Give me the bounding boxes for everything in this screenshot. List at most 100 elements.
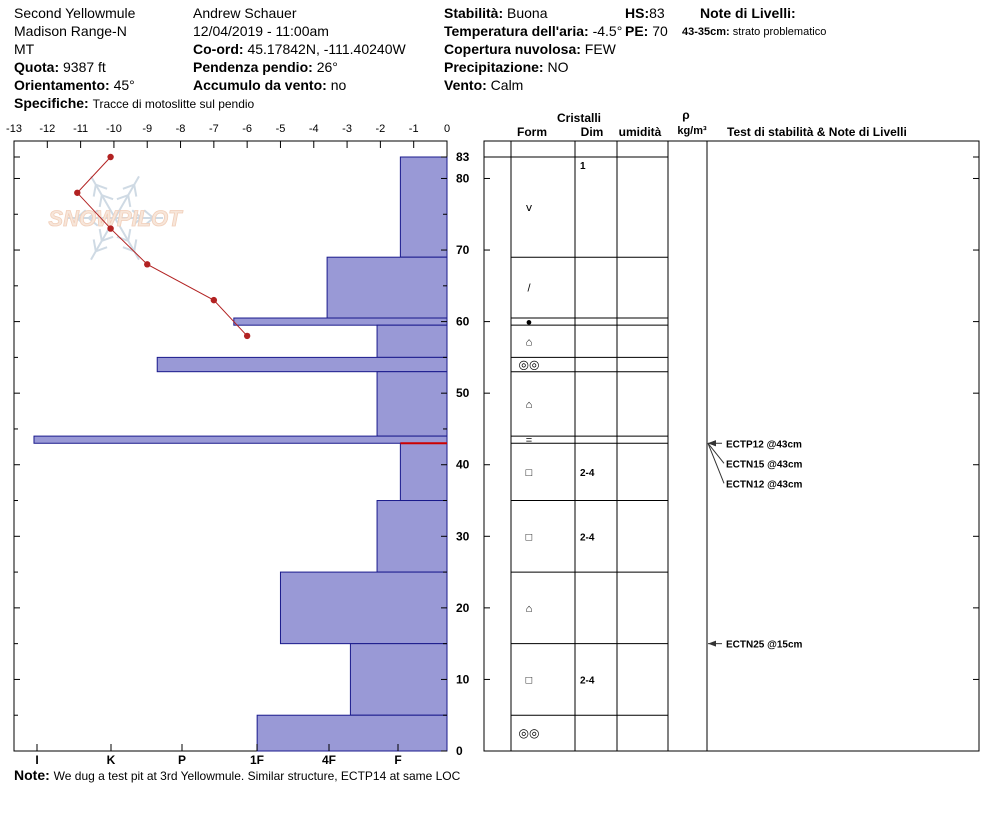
hardness-bar-6	[33, 435, 448, 444]
depth-tick-label: 70	[456, 243, 470, 257]
location-name: Second Yellowmule	[14, 5, 136, 21]
wind-load-label: Accumulo da vento:	[193, 77, 327, 93]
crystal-dim-7: 2-4	[580, 468, 595, 479]
temp-tick-label: -7	[209, 123, 219, 135]
coord-value: 45.17842N, -111.40240W	[247, 41, 406, 57]
temp-tick-label: -12	[39, 123, 55, 135]
layer-table-frame	[483, 140, 980, 752]
crystal-dim-0: 1	[580, 161, 586, 172]
crystal-form-4: ◎◎	[519, 358, 540, 372]
depth-tick-label: 83	[456, 150, 470, 164]
hs-value: 83	[649, 5, 665, 21]
coord-label: Co-ord:	[193, 41, 244, 57]
slope-label: Pendenza pendio:	[193, 59, 313, 75]
test-arrowhead-3	[708, 640, 716, 647]
temperature-point-5	[243, 332, 251, 340]
hardness-bar-9	[279, 571, 448, 645]
hardness-bar-3	[376, 324, 448, 358]
crystal-form-9: ⌂	[526, 603, 533, 615]
hardness-tick-label: P	[178, 753, 186, 767]
temperature-line	[76, 156, 248, 337]
wind-field: Vento: Calm	[444, 76, 523, 94]
test-arrow-1	[707, 442, 725, 464]
location-range: Madison Range-N	[14, 23, 127, 39]
crystal-dim-10: 2-4	[580, 675, 595, 686]
orientation-field: Orientamento: 45°	[14, 76, 135, 94]
temp-tick-label: -13	[6, 123, 22, 135]
precip-field: Precipitazione: NO	[444, 58, 568, 76]
temperature-point-0	[107, 153, 114, 161]
hardness-tick-label: I	[35, 753, 38, 767]
wind-load-field: Accumulo da vento: no	[193, 76, 346, 94]
stability-label: Stabilità:	[444, 5, 504, 21]
coord-field: Co-ord: 45.17842N, -111.40240W	[193, 40, 406, 58]
crystal-form-11: ◎◎	[519, 726, 540, 740]
pe-field: PE: 70	[625, 22, 668, 40]
temp-tick-label: 0	[444, 123, 450, 135]
hardness-tick-label: K	[107, 753, 116, 767]
precip-label: Precipitazione:	[444, 59, 544, 75]
hardness-bar-0	[399, 156, 448, 258]
cloud-value: FEW	[584, 41, 616, 57]
test-label-2: ECTN12 @43cm	[726, 479, 803, 490]
crystal-form-0: ⅴ	[526, 202, 533, 214]
observation-datetime: 12/04/2019 - 11:00am	[193, 23, 329, 39]
crystal-form-3: ⌂	[526, 336, 533, 348]
hs-label: HS:	[625, 5, 650, 21]
crystal-form-1: /	[527, 283, 531, 295]
temp-tick-label: -2	[375, 123, 385, 135]
specifiche-value: Tracce di motoslitte sul pendio	[92, 97, 255, 111]
air-temp-label: Temperatura dell'aria:	[444, 23, 589, 39]
crystal-form-2: ●	[526, 317, 533, 329]
hardness-bar-8	[376, 500, 448, 573]
quota-field: Quota: 9387 ft	[14, 58, 106, 76]
crystal-form-8: □	[526, 531, 533, 543]
hardness-tick-label: F	[394, 753, 401, 767]
depth-tick-label: 80	[456, 171, 470, 185]
depth-tick-label: 0	[456, 744, 463, 758]
temperature-point-1	[74, 189, 81, 196]
depth-tick-label: 20	[456, 601, 470, 615]
humidity-header: umidità	[619, 125, 662, 139]
test-label-1: ECTN15 @43cm	[726, 459, 803, 470]
note-field: Note: We dug a test pit at 3rd Yellowmul…	[14, 766, 460, 785]
slope-value: 26°	[316, 59, 338, 75]
hardness-tick-label: 1F	[250, 753, 264, 767]
layer-note-range: 43-35cm:	[682, 26, 730, 38]
temperature-point-3	[144, 261, 151, 268]
air-temp-field: Temperatura dell'aria: -4.5°	[444, 22, 622, 40]
temp-tick-label: -4	[309, 123, 319, 135]
hardness-bar-10	[349, 643, 448, 716]
quota-label: Quota:	[14, 59, 60, 75]
depth-tick-label: 50	[456, 386, 470, 400]
orientation-label: Orientamento:	[14, 77, 110, 93]
note-value: We dug a test pit at 3rd Yellowmule. Sim…	[53, 769, 461, 783]
slope-field: Pendenza pendio: 26°	[193, 58, 338, 76]
temp-tick-label: -8	[176, 123, 186, 135]
stability-field: Stabilità: Buona	[444, 4, 548, 22]
dim-header: Dim	[581, 125, 604, 139]
temp-tick-label: -3	[342, 123, 352, 135]
wind-value: Calm	[490, 77, 524, 93]
orientation-value: 45°	[113, 77, 135, 93]
hardness-bar-4	[156, 356, 448, 373]
location-state: MT	[14, 41, 35, 57]
depth-tick-label: 10	[456, 672, 470, 686]
temp-tick-label: -6	[242, 123, 252, 135]
watermark-text: SNOWPILOT	[48, 206, 183, 231]
specifiche-label: Specifiche:	[14, 95, 89, 111]
temperature-point-4	[210, 296, 218, 304]
depth-tick-label: 40	[456, 458, 470, 472]
depth-tick-label: 60	[456, 315, 470, 329]
hardness-bar-11	[256, 714, 448, 752]
tests-header: Test di stabilità & Note di Livelli	[727, 125, 907, 139]
temperature-point-2	[107, 225, 114, 232]
test-label-3: ECTN25 @15cm	[726, 640, 803, 651]
form-header: Form	[517, 125, 547, 139]
cloud-label: Copertura nuvolosa:	[444, 41, 581, 57]
crystal-form-5: ⌂	[526, 399, 533, 411]
test-label-0: ECTP12 @43cm	[726, 439, 802, 450]
stability-value: Buona	[507, 5, 548, 21]
test-arrowhead-2	[708, 440, 716, 447]
